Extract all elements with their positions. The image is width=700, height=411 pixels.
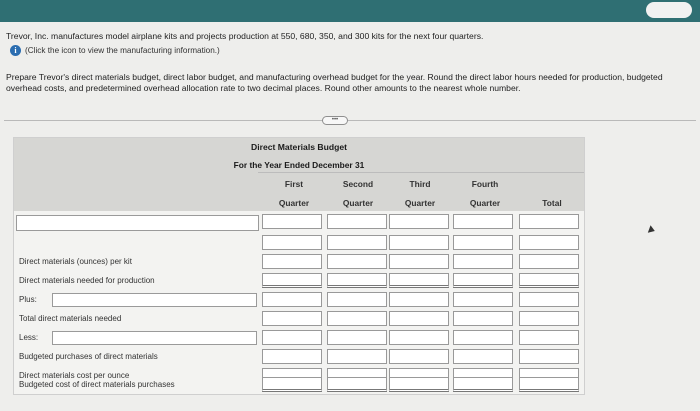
- input-cell[interactable]: [453, 235, 513, 250]
- table-row: [14, 213, 584, 232]
- header-rule: [258, 172, 584, 173]
- input-cell[interactable]: [262, 292, 322, 307]
- input-cell[interactable]: [389, 349, 449, 364]
- table-row: Budgeted purchases of direct materials: [14, 348, 584, 367]
- info-link-text[interactable]: (Click the icon to view the manufacturin…: [25, 46, 220, 55]
- less-item-select[interactable]: [52, 331, 257, 345]
- table-row: Less:: [14, 329, 584, 348]
- header-row-input[interactable]: [16, 215, 259, 231]
- divider: [4, 120, 696, 121]
- input-cell[interactable]: [389, 292, 449, 307]
- input-cell[interactable]: [453, 214, 513, 229]
- input-cell[interactable]: [519, 235, 579, 250]
- top-header-bar: [0, 0, 700, 22]
- input-cell[interactable]: [519, 254, 579, 269]
- input-cell[interactable]: [389, 311, 449, 326]
- row-label: Less:: [19, 333, 39, 342]
- col-header-q3-top: Third: [409, 179, 431, 189]
- row-label: Total direct materials needed: [19, 314, 122, 323]
- input-cell[interactable]: [327, 235, 387, 250]
- table-row: Plus:: [14, 291, 584, 310]
- input-cell[interactable]: [519, 377, 579, 392]
- input-cell[interactable]: [327, 254, 387, 269]
- input-cell[interactable]: [453, 311, 513, 326]
- input-cell[interactable]: [453, 273, 513, 288]
- input-cell[interactable]: [262, 214, 322, 229]
- input-cell[interactable]: [453, 377, 513, 392]
- input-cell[interactable]: [389, 330, 449, 345]
- input-cell[interactable]: [262, 273, 322, 288]
- row-label: Direct materials (ounces) per kit: [19, 257, 132, 266]
- problem-statement: Trevor, Inc. manufactures model airplane…: [6, 31, 484, 41]
- instructions: Prepare Trevor's direct materials budget…: [6, 72, 663, 93]
- input-cell[interactable]: [327, 349, 387, 364]
- row-label: Budgeted purchases of direct materials: [19, 352, 158, 361]
- row-label: Plus:: [19, 295, 37, 304]
- col-header-q1-bottom: Quarter: [278, 198, 310, 208]
- col-header-q4-bottom: Quarter: [469, 198, 501, 208]
- row-label: Direct materials needed for production: [19, 276, 155, 285]
- input-cell[interactable]: [327, 330, 387, 345]
- info-link[interactable]: i (Click the icon to view the manufactur…: [10, 45, 220, 56]
- info-icon[interactable]: i: [10, 45, 21, 56]
- table-row: Total direct materials needed: [14, 310, 584, 329]
- budget-title: Direct Materials Budget: [251, 142, 347, 152]
- input-cell[interactable]: [262, 330, 322, 345]
- table-row: Direct materials needed for production: [14, 272, 584, 291]
- header-pill-button[interactable]: [646, 2, 692, 18]
- table-header: Direct Materials Budget For the Year End…: [14, 138, 584, 211]
- input-cell[interactable]: [389, 377, 449, 392]
- col-header-q3-bottom: Quarter: [404, 198, 436, 208]
- input-cell[interactable]: [327, 273, 387, 288]
- input-cell[interactable]: [262, 235, 322, 250]
- input-cell[interactable]: [453, 254, 513, 269]
- input-cell[interactable]: [327, 377, 387, 392]
- input-cell[interactable]: [519, 292, 579, 307]
- col-header-total: Total: [542, 198, 562, 208]
- input-cell[interactable]: [453, 349, 513, 364]
- row-label: Direct materials cost per ounce: [19, 371, 130, 380]
- table-row: [14, 234, 584, 253]
- input-cell[interactable]: [262, 349, 322, 364]
- input-cell[interactable]: [519, 311, 579, 326]
- plus-item-select[interactable]: [52, 293, 257, 307]
- mouse-cursor-icon: [647, 225, 657, 235]
- input-cell[interactable]: [519, 349, 579, 364]
- col-header-q2-top: Second: [342, 179, 374, 189]
- input-cell[interactable]: [327, 214, 387, 229]
- input-cell[interactable]: [519, 214, 579, 229]
- input-cell[interactable]: [519, 273, 579, 288]
- input-cell[interactable]: [262, 377, 322, 392]
- budget-subtitle: For the Year Ended December 31: [233, 160, 365, 170]
- input-cell[interactable]: [453, 292, 513, 307]
- table-row: Direct materials (ounces) per kit: [14, 253, 584, 272]
- table-row: Budgeted cost of direct materials purcha…: [14, 376, 584, 395]
- direct-materials-budget-table: Direct Materials Budget For the Year End…: [13, 137, 585, 395]
- input-cell[interactable]: [389, 214, 449, 229]
- input-cell[interactable]: [262, 254, 322, 269]
- input-cell[interactable]: [327, 292, 387, 307]
- col-header-q2-bottom: Quarter: [342, 198, 374, 208]
- input-cell[interactable]: [389, 273, 449, 288]
- input-cell[interactable]: [327, 311, 387, 326]
- input-cell[interactable]: [519, 330, 579, 345]
- input-cell[interactable]: [262, 311, 322, 326]
- expand-collapse-button[interactable]: •••: [322, 116, 348, 125]
- input-cell[interactable]: [389, 235, 449, 250]
- input-cell[interactable]: [453, 330, 513, 345]
- input-cell[interactable]: [389, 254, 449, 269]
- col-header-q1-top: First: [284, 179, 304, 189]
- row-label: Budgeted cost of direct materials purcha…: [19, 380, 175, 389]
- col-header-q4-top: Fourth: [471, 179, 499, 189]
